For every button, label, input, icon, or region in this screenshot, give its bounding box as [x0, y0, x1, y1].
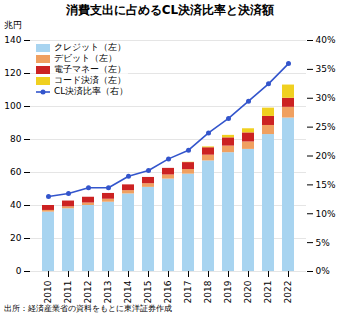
svg-text:2013: 2013	[103, 281, 113, 304]
html-text:クレジット（左）: クレジット（左）	[54, 42, 126, 52]
html-text:消費支出に占めるCL決済比率と決済額: 消費支出に占めるCL決済比率と決済額	[65, 3, 275, 17]
svg-text:15%: 15%	[316, 180, 336, 190]
svg-text:2019: 2019	[223, 280, 233, 303]
svg-text:2011: 2011	[63, 281, 73, 304]
svg-text:5%: 5%	[316, 238, 331, 248]
svg-text:2010: 2010	[43, 280, 53, 303]
svg-text:60: 60	[10, 167, 22, 177]
svg-text:0: 0	[16, 266, 22, 276]
svg-text:120: 120	[4, 68, 21, 78]
svg-text:80: 80	[10, 134, 22, 144]
svg-text:30%: 30%	[316, 93, 336, 103]
svg-text:0%: 0%	[316, 266, 331, 276]
html-text:電子マネー（左）: 電子マネー（左）	[54, 64, 126, 74]
svg-text:40%: 40%	[316, 35, 336, 45]
svg-text:兆円: 兆円	[4, 20, 22, 30]
svg-text:25%: 25%	[316, 122, 336, 132]
html-text:出所：経済産業省の資料をもとに東洋証券作成: 出所：経済産業省の資料をもとに東洋証券作成	[4, 304, 172, 313]
svg-text:2020: 2020	[243, 280, 253, 303]
svg-text:2021: 2021	[263, 281, 273, 304]
svg-text:2012: 2012	[83, 281, 93, 304]
svg-text:10%: 10%	[316, 209, 336, 219]
svg-text:140: 140	[4, 35, 21, 45]
html-text:デビット（左）: デビット（左）	[54, 53, 117, 63]
svg-text:100: 100	[4, 101, 21, 111]
svg-text:2017: 2017	[183, 281, 193, 304]
svg-text:2016: 2016	[163, 280, 173, 303]
html-text:コード決済（左）: コード決済（左）	[54, 75, 126, 85]
svg-text:2014: 2014	[123, 280, 133, 303]
svg-text:35%: 35%	[316, 64, 336, 74]
svg-text:20: 20	[10, 233, 22, 243]
html-text:CL決済比率（右）: CL決済比率（右）	[54, 86, 129, 96]
svg-text:2018: 2018	[203, 280, 213, 303]
svg-text:40: 40	[10, 200, 22, 210]
svg-text:2015: 2015	[143, 281, 153, 304]
svg-text:2022: 2022	[283, 281, 293, 304]
svg-text:20%: 20%	[316, 151, 336, 161]
